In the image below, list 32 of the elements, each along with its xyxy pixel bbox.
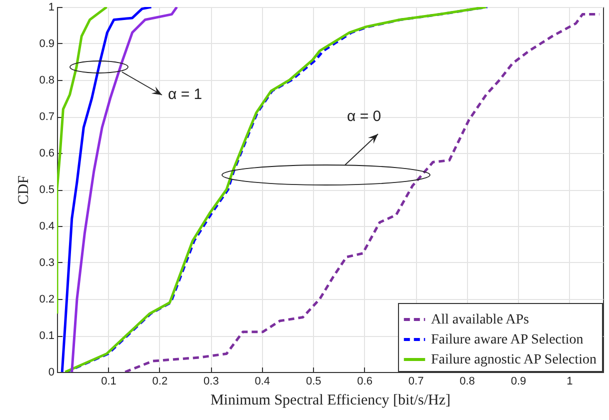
y-tick-label: 0.5 — [39, 184, 54, 196]
x-tick-label: 0.3 — [204, 376, 219, 388]
x-tick-label: 0.1 — [101, 376, 116, 388]
y-tick-label: 0.2 — [39, 294, 54, 306]
x-tick-label: 0.6 — [357, 376, 372, 388]
y-tick-label: 1 — [48, 2, 54, 14]
y-tick-label: 0.1 — [39, 330, 54, 342]
x-tick-label: 0.8 — [460, 376, 475, 388]
legend-label: Failure agnostic AP Selection — [431, 352, 597, 368]
x-tick-label: 0.5 — [306, 376, 322, 388]
y-tick-label: 0.7 — [39, 111, 54, 123]
x-tick-label: 1 — [566, 376, 573, 388]
y-tick-label: 0 — [48, 366, 54, 378]
y-tick-label: 0.3 — [39, 257, 54, 269]
y-tick-label: 0.6 — [39, 148, 54, 160]
line-series — [124, 13, 601, 372]
y-tick-label: 0.4 — [39, 220, 54, 232]
annotation: α = 0 — [347, 108, 382, 125]
line-series — [60, 7, 152, 372]
annotation: α = 1 — [168, 86, 202, 103]
x-tick-label: 0.9 — [510, 376, 526, 388]
line-series — [70, 7, 178, 372]
y-axis-title: CDF — [16, 175, 32, 205]
y-tick-label: 0.9 — [39, 38, 54, 50]
x-tick-label: 0.7 — [408, 376, 424, 388]
legend-label: Failure aware AP Selection — [431, 332, 584, 348]
legend-label: All available APs — [431, 312, 529, 328]
y-tick-label: 0.8 — [39, 74, 54, 86]
x-tick-label: 0.2 — [152, 376, 168, 388]
x-axis-title: Minimum Spectral Efficiency [bit/s/Hz] — [210, 392, 451, 408]
line-series — [57, 7, 108, 315]
x-tick-label: 0.4 — [254, 376, 270, 388]
